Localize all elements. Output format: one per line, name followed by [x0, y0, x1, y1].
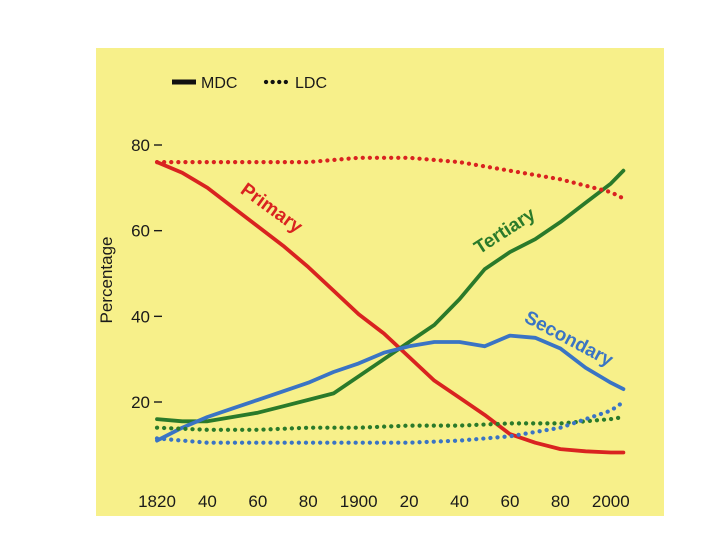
x-tick-label: 80: [551, 492, 570, 511]
mdc-primary-line: [155, 160, 626, 455]
x-tick-label: 60: [248, 492, 267, 511]
ldc-primary-line: [154, 155, 626, 201]
x-tick-label: 60: [500, 492, 519, 511]
mdc-secondary-line: [155, 333, 626, 443]
x-tick-label: 80: [299, 492, 318, 511]
legend: MDC LDC: [172, 75, 327, 92]
y-tick-label: 60: [131, 222, 150, 241]
legend-label-ldc: LDC: [295, 75, 327, 92]
x-tick-label: 1820: [138, 492, 176, 511]
y-tick-label: 20: [131, 393, 150, 412]
plot-background: [96, 48, 664, 516]
x-tick-label: 40: [450, 492, 469, 511]
ldc-secondary-line: [154, 399, 626, 445]
y-axis-label: Percentage: [97, 237, 116, 324]
ldc-tertiary-line: [154, 414, 626, 432]
y-tick-label: 40: [131, 307, 150, 326]
series-layer: [154, 155, 626, 455]
x-tick-label: 20: [400, 492, 419, 511]
x-tick-label: 40: [198, 492, 217, 511]
legend-label-mdc: MDC: [201, 75, 237, 92]
x-tick-label: 1900: [340, 492, 378, 511]
y-axis-ticks: 20 40 60 80: [131, 136, 162, 412]
x-tick-label: 2000: [592, 492, 630, 511]
y-tick-label: 80: [131, 136, 150, 155]
x-axis-ticks: 1820 40 60 80 1900 20 40 60 80 2000: [138, 492, 630, 511]
